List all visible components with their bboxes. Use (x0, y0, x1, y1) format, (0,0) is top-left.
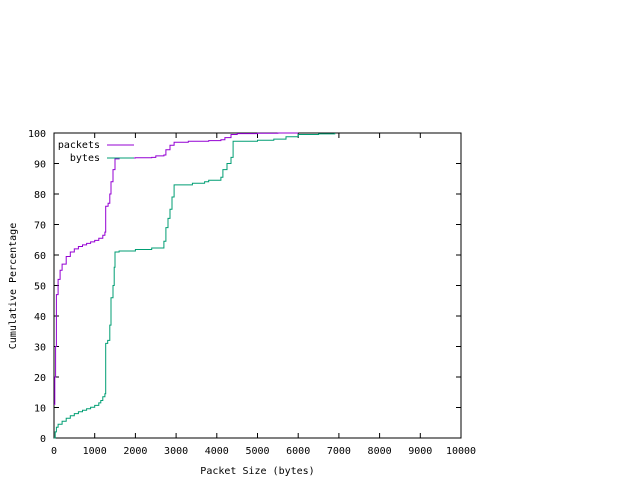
x-tick-label: 7000 (327, 446, 351, 457)
x-tick-label: 10000 (446, 446, 476, 457)
y-tick-label: 90 (34, 160, 46, 171)
legend-label-packets: packets (58, 140, 100, 151)
axis-ticks: 0 1000 2000 3000 4000 5000 6000 7000 8000 9000 100… (28, 129, 476, 457)
y-tick-label: 30 (34, 343, 46, 354)
x-tick-label: 3000 (164, 446, 188, 457)
x-tick-label: 5000 (245, 446, 269, 457)
series-line-packets (54, 132, 299, 405)
y-tick-label: 0 (40, 434, 46, 445)
x-tick-label: 1000 (83, 446, 107, 457)
y-tick-label: 10 (34, 404, 46, 415)
x-tick-label: 4000 (205, 446, 229, 457)
y-tick-label: 20 (34, 373, 46, 384)
series-lines (54, 132, 336, 439)
x-tick-label: 2000 (123, 446, 147, 457)
legend: packets bytes (58, 140, 134, 164)
y-tick-label: 40 (34, 312, 46, 323)
y-tick-label: 80 (34, 190, 46, 201)
series-line-bytes (54, 133, 336, 439)
x-tick-label: 9000 (408, 446, 432, 457)
plot-frame (53, 132, 462, 439)
plot-border (53, 132, 462, 439)
y-axis-label: Cumulative Percentage (8, 223, 19, 349)
x-tick-label: 6000 (286, 446, 310, 457)
y-tick-label: 70 (34, 221, 46, 232)
y-tick-label: 50 (34, 282, 46, 293)
x-tick-label: 0 (51, 446, 57, 457)
x-axis-label: Packet Size (bytes) (200, 466, 314, 477)
y-tick-label: 100 (28, 129, 46, 140)
x-tick-label: 8000 (368, 446, 392, 457)
y-tick-label: 60 (34, 251, 46, 262)
legend-label-bytes: bytes (70, 153, 100, 164)
